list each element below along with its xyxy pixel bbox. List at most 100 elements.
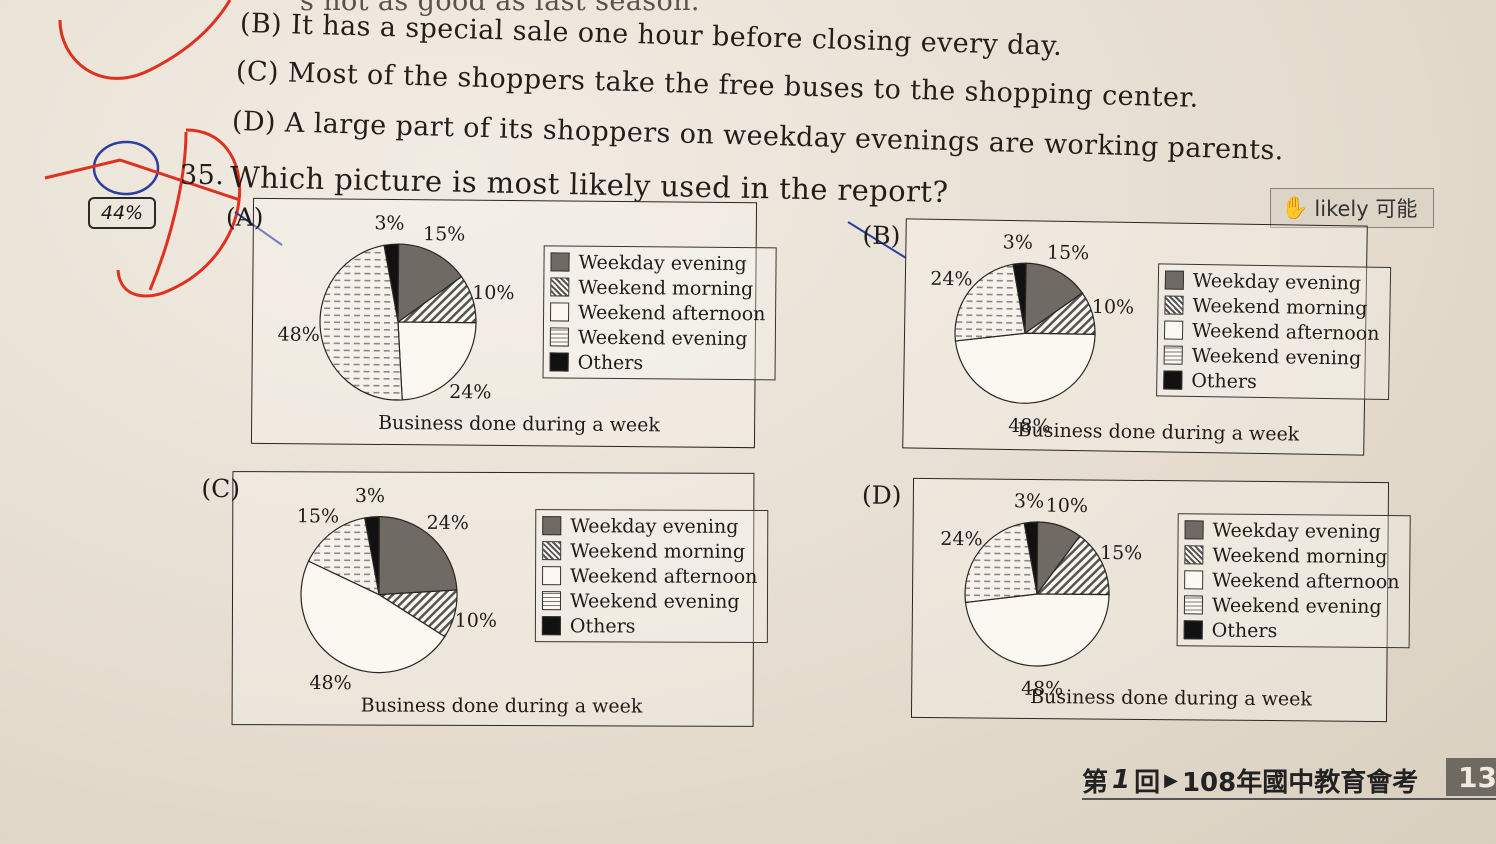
legend-label: Others — [569, 614, 636, 637]
legend-swatch-weekend-morning — [542, 541, 562, 561]
pie-chart-a: 3% 15% 10% 24% 48% — [277, 212, 514, 403]
legend-label: Weekend afternoon — [570, 564, 758, 588]
pie-label-weekend-evening: 24% — [930, 268, 973, 291]
legend-item-others: Others — [1183, 617, 1400, 644]
legend-label: Weekend afternoon — [578, 301, 766, 325]
legend-item-weekend-afternoon: Weekend afternoon — [1184, 567, 1400, 594]
legend-item-weekend-morning: Weekend morning — [1184, 542, 1400, 569]
chart-caption-a: Business done during a week — [378, 411, 661, 437]
pie-slice-weekend-evening — [954, 263, 1026, 342]
legend-swatch-weekday-evening — [1164, 270, 1185, 290]
pie-label-others: 3% — [1014, 490, 1044, 512]
pie-label-weekday-evening: 15% — [423, 223, 465, 245]
legend-swatch-weekday-evening — [542, 516, 562, 536]
legend-item-others: Others — [549, 349, 766, 376]
legend-b: Weekday evening Weekend morning Weekend af… — [1156, 263, 1392, 401]
pie-label-weekday-evening: 15% — [1047, 242, 1090, 265]
page-footer: 第 1 回 ▶ 108年國中教育會考 — [1082, 762, 1418, 798]
legend-label: Weekday evening — [1192, 269, 1362, 295]
legend-label: Weekend morning — [1192, 294, 1368, 320]
legend-label: Weekend evening — [1191, 344, 1362, 370]
legend-item-weekend-evening: Weekend evening — [549, 324, 766, 351]
chart-caption-c: Business done during a week — [360, 694, 643, 718]
pie-chart-d: 3% 10% 15% 48% 24% — [940, 490, 1142, 700]
pie-slice-weekend-evening — [964, 522, 1038, 604]
legend-label: Weekday evening — [578, 251, 747, 275]
pie-slice-weekend-evening — [307, 517, 380, 596]
pie-label-weekend-evening: 24% — [940, 528, 982, 550]
pie-label-weekday-evening: 24% — [427, 512, 469, 534]
legend-item-weekday-evening: Weekday evening — [542, 513, 757, 539]
legend-item-weekday-evening: Weekday evening — [1164, 267, 1381, 295]
footer-rule — [1082, 798, 1496, 800]
legend-item-others: Others — [541, 613, 757, 639]
legend-item-weekend-afternoon: Weekend afternoon — [550, 299, 766, 326]
legend-label: Others — [1191, 369, 1258, 393]
legend-a: Weekday evening Weekend morning Weekend af… — [542, 245, 778, 381]
chart-option-b[interactable]: (B) 3% 15% 10% 48% 24% Weekday evening Weeken… — [862, 218, 1392, 456]
pie-chart-b: 3% 15% 10% 48% 24% — [930, 231, 1135, 437]
legend-label: Others — [577, 351, 644, 374]
pie-label-weekend-morning: 15% — [1100, 542, 1142, 564]
pie-slice-weekday-evening — [1024, 262, 1084, 335]
legend-swatch-others — [541, 616, 561, 636]
chart-option-c[interactable]: (C) 3% 24% 10% 48% 15% Weekday evening Weeken… — [201, 471, 769, 727]
pie-slice-weekend-afternoon — [300, 560, 446, 674]
legend-c: Weekday evening Weekend morning Weekend af… — [534, 509, 769, 643]
chart-option-a[interactable]: (A) 3% 15% 10% 24% 48% Weekday evening Weeken… — [226, 197, 778, 449]
pie-slice-weekend-afternoon — [397, 321, 477, 401]
legend-item-weekend-morning: Weekend morning — [542, 538, 757, 564]
pie-label-weekend-evening: 48% — [277, 324, 319, 346]
legend-d: Weekday evening Weekend morning Weekend af… — [1176, 513, 1412, 649]
legend-swatch-weekend-evening — [549, 327, 569, 347]
pie-label-others: 3% — [355, 485, 385, 507]
legend-swatch-others — [549, 352, 569, 372]
legend-swatch-weekend-evening — [1183, 595, 1204, 615]
pie-slice-weekend-evening — [319, 244, 403, 401]
vocab-tag-text: likely 可能 — [1314, 197, 1418, 221]
footer-suffix: 回 — [1134, 767, 1161, 798]
vocab-tag: ✋ likely 可能 — [1270, 188, 1434, 228]
pie-label-weekend-afternoon: 24% — [449, 381, 491, 403]
hand-icon: ✋ — [1281, 195, 1309, 221]
pie-label-others: 3% — [374, 212, 404, 234]
option-b-label: (B) — [862, 220, 901, 251]
legend-swatch-weekend-morning — [1164, 295, 1184, 315]
legend-swatch-weekend-afternoon — [542, 566, 562, 586]
legend-label: Weekend afternoon — [1212, 569, 1400, 593]
legend-label: Weekend afternoon — [1191, 319, 1380, 345]
legend-item-others: Others — [1163, 367, 1379, 395]
legend-item-weekend-morning: Weekend morning — [1164, 292, 1380, 320]
legend-label: Weekend morning — [1212, 544, 1388, 568]
legend-swatch-others — [1163, 370, 1183, 390]
legend-swatch-weekend-morning — [1184, 545, 1204, 565]
legend-label: Weekday evening — [570, 514, 739, 538]
legend-item-weekday-evening: Weekday evening — [1184, 517, 1401, 544]
pie-chart-c: 3% 24% 10% 48% 15% — [297, 485, 497, 694]
footer-round: 1 — [1112, 765, 1131, 795]
pie-label-others: 3% — [1003, 231, 1033, 253]
legend-label: Weekend evening — [569, 589, 740, 613]
legend-label: Weekend morning — [570, 539, 746, 563]
pie-slice-weekday-evening — [378, 516, 458, 596]
legend-swatch-weekend-evening — [1163, 345, 1183, 365]
pie-label-weekend-morning: 10% — [455, 610, 497, 632]
legend-swatch-weekend-morning — [550, 277, 570, 297]
pie-slice-weekday-evening — [397, 243, 463, 324]
legend-label: Others — [1211, 619, 1278, 642]
legend-item-weekend-evening: Weekend evening — [1163, 342, 1380, 370]
previous-option-line: s not as good as last season. — [300, 0, 700, 17]
legend-item-weekday-evening: Weekday evening — [550, 249, 766, 276]
play-arrow-icon: ▶ — [1164, 769, 1178, 791]
legend-label: Weekend evening — [1211, 594, 1382, 618]
legend-item-weekend-afternoon: Weekend afternoon — [1163, 317, 1380, 345]
pie-slice-weekend-afternoon — [964, 593, 1110, 667]
chart-option-d[interactable]: (D) 3% 10% 15% 48% 24% Weekday evening Weeken… — [862, 477, 1412, 723]
pie-slice-weekend-afternoon — [954, 332, 1096, 404]
legend-label: Weekend morning — [578, 276, 754, 300]
legend-item-weekend-evening: Weekend evening — [541, 588, 757, 614]
pie-label-weekend-morning: 10% — [1092, 296, 1135, 319]
legend-swatch-weekend-afternoon — [1163, 320, 1184, 340]
chart-caption-b: Business done during a week — [1017, 419, 1300, 446]
pie-slice-weekend-morning — [1035, 535, 1110, 596]
